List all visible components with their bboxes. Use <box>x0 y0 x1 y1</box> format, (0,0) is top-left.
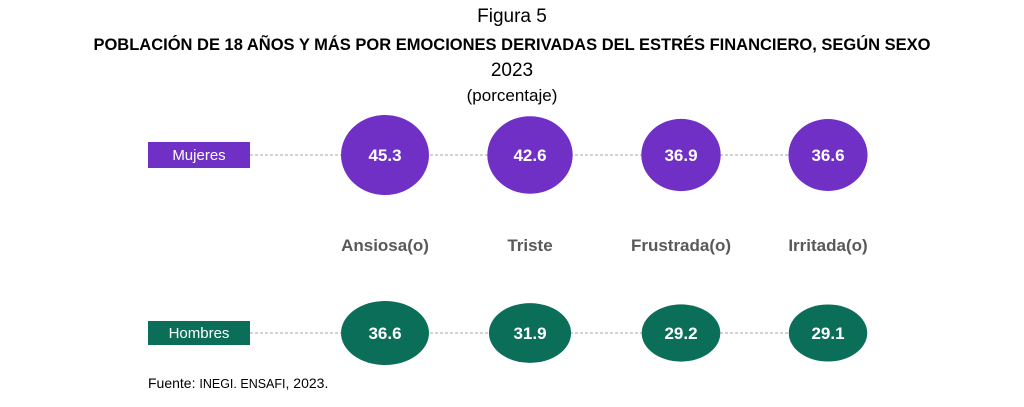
series-label-box-hombres <box>148 321 250 345</box>
bubble-mujeres-4 <box>788 119 868 191</box>
bubble-hombres-3 <box>641 304 721 362</box>
value-label-hombres-1: 36.6 <box>368 324 401 343</box>
bubble-hombres-2 <box>488 303 572 363</box>
value-label-mujeres-1: 45.3 <box>368 146 401 165</box>
chart-units: (porcentaje) <box>466 86 558 105</box>
source-suffix: , 2023. <box>285 375 329 391</box>
category-label-3: Frustrada(o) <box>631 236 731 255</box>
value-label-hombres-3: 29.2 <box>664 324 697 343</box>
chart-year: 2023 <box>490 60 534 81</box>
series-label-box-mujeres <box>148 142 250 168</box>
category-label-1: Ansiosa(o) <box>341 236 429 255</box>
figure-label: Figura 5 <box>477 6 547 27</box>
bubble-hombres-4 <box>788 304 868 362</box>
bubble-mujeres-2 <box>487 116 573 194</box>
value-label-mujeres-3: 36.9 <box>664 146 697 165</box>
bubble-mujeres-1 <box>341 115 429 195</box>
value-label-hombres-4: 29.1 <box>811 324 844 343</box>
value-label-mujeres-2: 42.6 <box>513 146 546 165</box>
source-prefix: Fuente: <box>148 375 200 391</box>
category-label-4: Irritada(o) <box>788 236 867 255</box>
chart-title: POBLACIÓN DE 18 AÑOS Y MÁS POR EMOCIONES… <box>93 36 931 54</box>
value-label-hombres-2: 31.9 <box>513 324 546 343</box>
source-body: INEGI. ENSAFI <box>199 377 286 391</box>
source-note: Fuente: INEGI. ENSAFI, 2023. <box>148 375 328 391</box>
bubble-mujeres-3 <box>641 118 721 192</box>
category-label-2: Triste <box>507 236 552 255</box>
series-label-mujeres: Mujeres <box>172 147 225 164</box>
series-label-hombres: Hombres <box>169 325 230 342</box>
bubble-hombres-1 <box>341 301 429 365</box>
value-label-mujeres-4: 36.6 <box>811 146 844 165</box>
